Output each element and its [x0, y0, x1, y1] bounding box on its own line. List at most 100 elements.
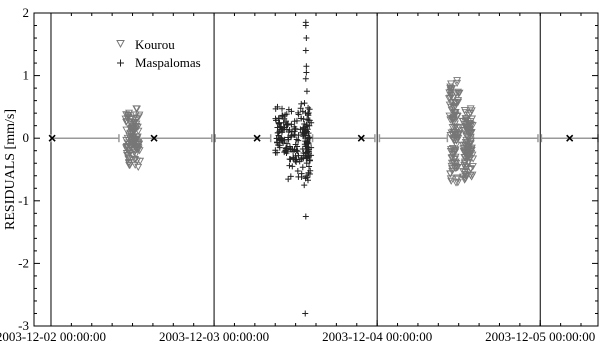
data-point-kourou: [449, 119, 458, 127]
data-point-kourou: [468, 171, 477, 179]
y-tick-label: 1: [23, 68, 30, 83]
outlier-point-maspalomas: [303, 88, 310, 95]
data-point-maspalomas: [306, 134, 313, 141]
data-point-kourou: [467, 144, 476, 152]
data-point-kourou: [453, 79, 462, 87]
data-point-maspalomas: [295, 152, 302, 159]
y-tick-label: -3: [18, 318, 29, 333]
data-point-kourou: [125, 149, 134, 157]
data-point-kourou: [467, 130, 475, 138]
data-point-maspalomas: [286, 162, 293, 169]
legend-item-kourou: Kourou: [116, 37, 175, 52]
data-point-kourou: [468, 163, 477, 171]
legend-symbol-kourou: [116, 40, 125, 49]
outlier-point-maspalomas: [303, 69, 310, 76]
data-point-kourou: [469, 155, 478, 163]
data-point-maspalomas: [288, 121, 295, 128]
y-tick-label: -1: [18, 193, 29, 208]
data-point-kourou: [461, 172, 470, 180]
data-point-kourou: [453, 179, 462, 187]
data-point-maspalomas: [308, 119, 315, 126]
data-point-maspalomas: [304, 116, 311, 123]
data-point-kourou: [454, 135, 463, 143]
y-tick-label: -2: [18, 255, 29, 270]
data-point-kourou: [461, 163, 469, 171]
data-point-maspalomas: [283, 145, 290, 152]
data-point-maspalomas: [299, 108, 306, 115]
data-point-kourou: [446, 175, 455, 183]
axes: -3 -2 -1 0 1 2 2003-12-02 00:00:00 2003-12-03 0…: [0, 5, 599, 344]
data-point-kourou: [134, 163, 143, 171]
data-point-kourou: [453, 174, 462, 182]
data-point-kourou: [136, 157, 145, 165]
data-point-kourou: [125, 161, 134, 169]
legend-label-maspalomas: Maspalomas: [135, 55, 201, 70]
data-point-maspalomas: [306, 156, 313, 163]
data-point-kourou: [125, 109, 134, 117]
data-point-maspalomas: [294, 148, 301, 155]
data-point-maspalomas: [293, 136, 300, 143]
data-point-maspalomas: [306, 122, 313, 129]
data-point-maspalomas: [304, 177, 311, 184]
data-point-kourou: [447, 85, 456, 93]
data-point-maspalomas: [287, 133, 294, 140]
data-point-maspalomas: [279, 128, 286, 135]
data-point-kourou: [466, 166, 475, 174]
data-point-maspalomas: [298, 100, 305, 107]
data-point-kourou: [451, 153, 460, 161]
x-tick-label: 2003-12-03 00:00:00: [159, 329, 269, 344]
data-point-maspalomas: [294, 168, 301, 175]
y-tick-label: 2: [23, 5, 30, 20]
data-point-maspalomas: [276, 142, 283, 149]
data-point-kourou: [133, 135, 142, 143]
data-point-kourou: [468, 122, 477, 130]
data-point-maspalomas: [301, 182, 308, 189]
gap-x-marker: [48, 134, 56, 142]
legend-symbol-maspalomas: [117, 59, 124, 67]
data-point-maspalomas: [293, 159, 300, 166]
data-point-kourou: [453, 124, 462, 132]
data-point-kourou: [131, 111, 140, 119]
data-point-kourou: [134, 140, 143, 148]
data-point-maspalomas: [283, 111, 290, 118]
data-point-kourou: [450, 156, 459, 164]
data-point-kourou: [135, 147, 144, 155]
data-point-maspalomas: [297, 105, 304, 112]
data-point-maspalomas: [283, 140, 290, 147]
data-point-kourou: [454, 90, 463, 98]
data-point-maspalomas: [301, 100, 308, 107]
data-point-maspalomas: [308, 144, 315, 151]
data-point-kourou: [466, 126, 475, 134]
data-point-kourou: [135, 140, 144, 149]
data-point-maspalomas: [289, 163, 296, 170]
data-point-kourou: [133, 105, 141, 113]
data-point-kourou: [451, 111, 460, 119]
legend-item-maspalomas: Maspalomas: [117, 55, 201, 70]
data-point-kourou: [133, 123, 142, 131]
legend: Kourou Maspalomas: [116, 37, 201, 70]
data-point-maspalomas: [295, 137, 302, 144]
outlier-point-maspalomas: [302, 22, 309, 29]
data-point-maspalomas: [305, 109, 312, 116]
outlier-point-maspalomas: [302, 75, 309, 82]
data-point-maspalomas: [293, 147, 300, 154]
outlier-point-maspalomas: [279, 105, 286, 112]
x-tick-label: 2003-12-04 00:00:00: [322, 329, 432, 344]
y-axis-title: RESIDUALS [mm/s]: [3, 109, 18, 230]
data-point-kourou: [134, 127, 143, 135]
data-point-kourou: [125, 155, 133, 163]
data-point-maspalomas: [307, 167, 314, 174]
outlier-point-maspalomas: [303, 35, 310, 42]
data-point-maspalomas: [305, 130, 312, 137]
data-point-kourou: [448, 167, 457, 176]
data-point-kourou: [451, 147, 459, 156]
y-tick-label: 0: [23, 130, 30, 145]
data-point-kourou: [468, 115, 477, 123]
data-point-kourou: [467, 147, 476, 155]
data-point-kourou: [466, 137, 475, 145]
data-point-kourou: [455, 89, 464, 97]
data-point-kourou: [130, 149, 139, 157]
outlier-point-maspalomas: [303, 63, 310, 70]
data-point-maspalomas: [304, 174, 311, 181]
data-point-kourou: [453, 112, 462, 121]
